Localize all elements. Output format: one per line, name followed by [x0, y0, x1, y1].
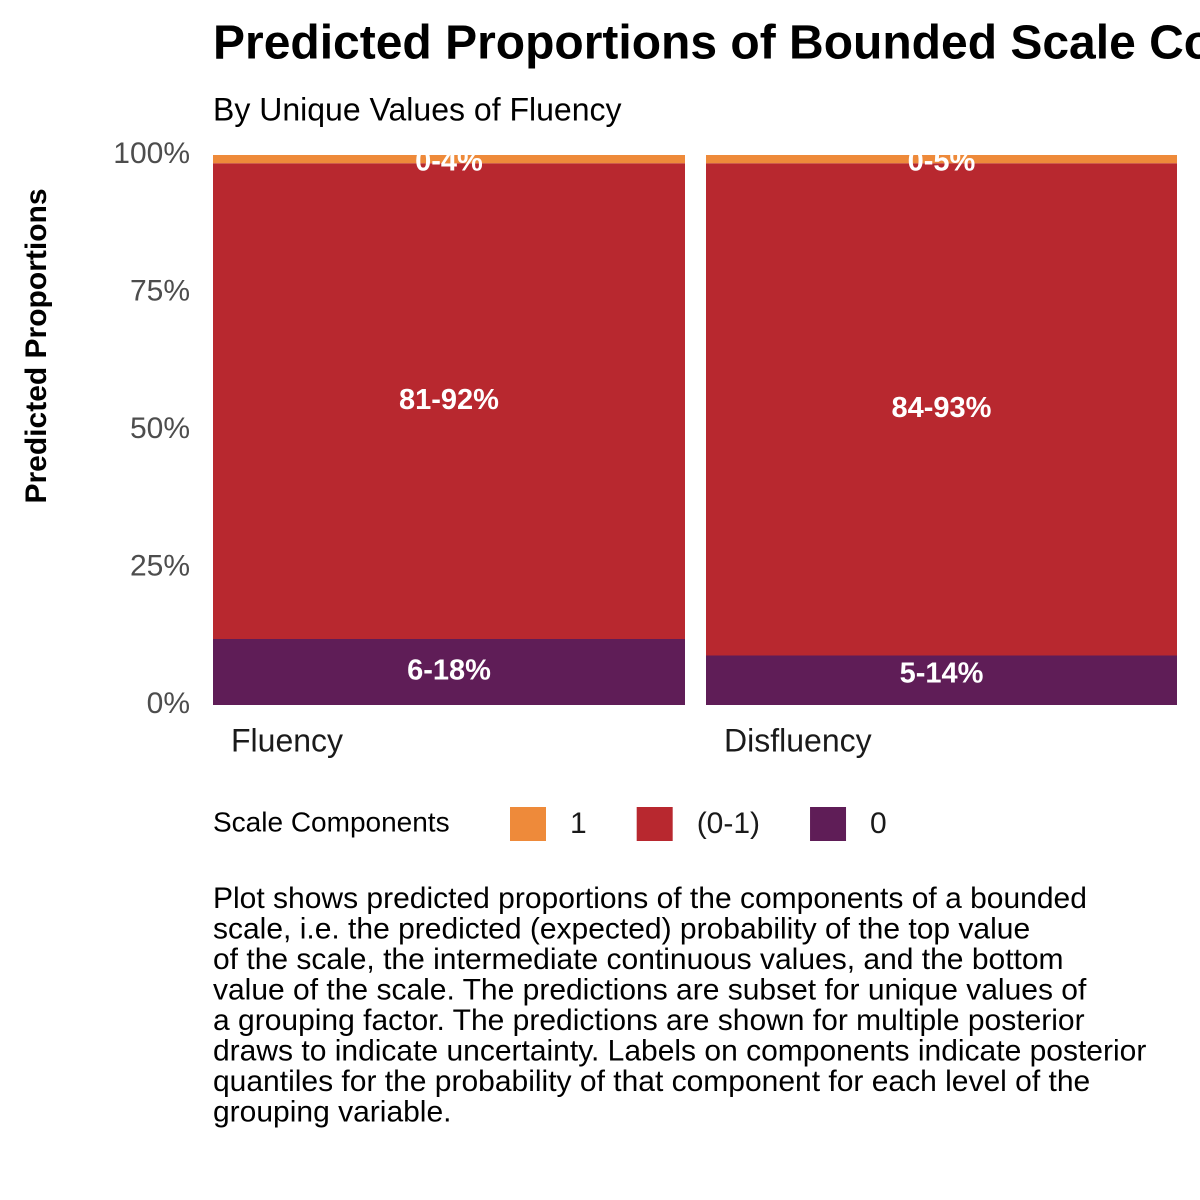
caption-line: draws to indicate uncertainty. Labels on…: [213, 1034, 1146, 1067]
legend-swatch: [510, 807, 546, 841]
legend-label: 0: [870, 807, 887, 840]
range-label: 5-14%: [900, 658, 984, 690]
range-label: 0-5%: [908, 146, 976, 178]
y-axis-label: Predicted Proportions: [20, 188, 53, 503]
legend-label: (0-1): [697, 807, 760, 840]
y-tick-label: 0%: [147, 687, 190, 720]
legend-label: 1: [570, 807, 587, 840]
legend-swatch: [636, 807, 673, 841]
bar-segment: [213, 163, 685, 639]
bar-segment: [213, 155, 685, 164]
caption-line: Plot shows predicted proportions of the …: [213, 882, 1087, 915]
caption-line: quantiles for the probability of that co…: [213, 1065, 1090, 1098]
caption-line: a grouping factor. The predictions are s…: [213, 1004, 1085, 1037]
range-label: 6-18%: [407, 655, 491, 687]
y-tick-label: 50%: [130, 412, 190, 445]
bar-segment: [213, 639, 685, 705]
legend-swatch: [810, 807, 847, 841]
caption-line: of the scale, the intermediate continuou…: [213, 943, 1064, 976]
bar-segment: [706, 163, 1177, 656]
facet-label: Disfluency: [724, 722, 872, 758]
caption-line: value of the scale. The predictions are …: [213, 973, 1087, 1006]
bar-segment: [706, 655, 1177, 705]
y-tick-label: 100%: [113, 137, 190, 170]
bar-segment: [706, 155, 1177, 164]
y-tick-label: 25%: [130, 549, 190, 582]
chart-subtitle: By Unique Values of Fluency: [213, 91, 622, 127]
caption-line: scale, i.e. the predicted (expected) pro…: [213, 912, 1030, 945]
range-label: 81-92%: [399, 384, 499, 416]
legend-title: Scale Components: [213, 806, 450, 837]
range-label: 84-93%: [892, 392, 992, 424]
caption-line: grouping variable.: [213, 1095, 452, 1128]
chart-title: Predicted Proportions of Bounded Scale C…: [213, 17, 1200, 70]
facet-label: Fluency: [231, 722, 343, 758]
y-tick-label: 75%: [130, 274, 190, 307]
range-label: 0-4%: [415, 146, 483, 178]
